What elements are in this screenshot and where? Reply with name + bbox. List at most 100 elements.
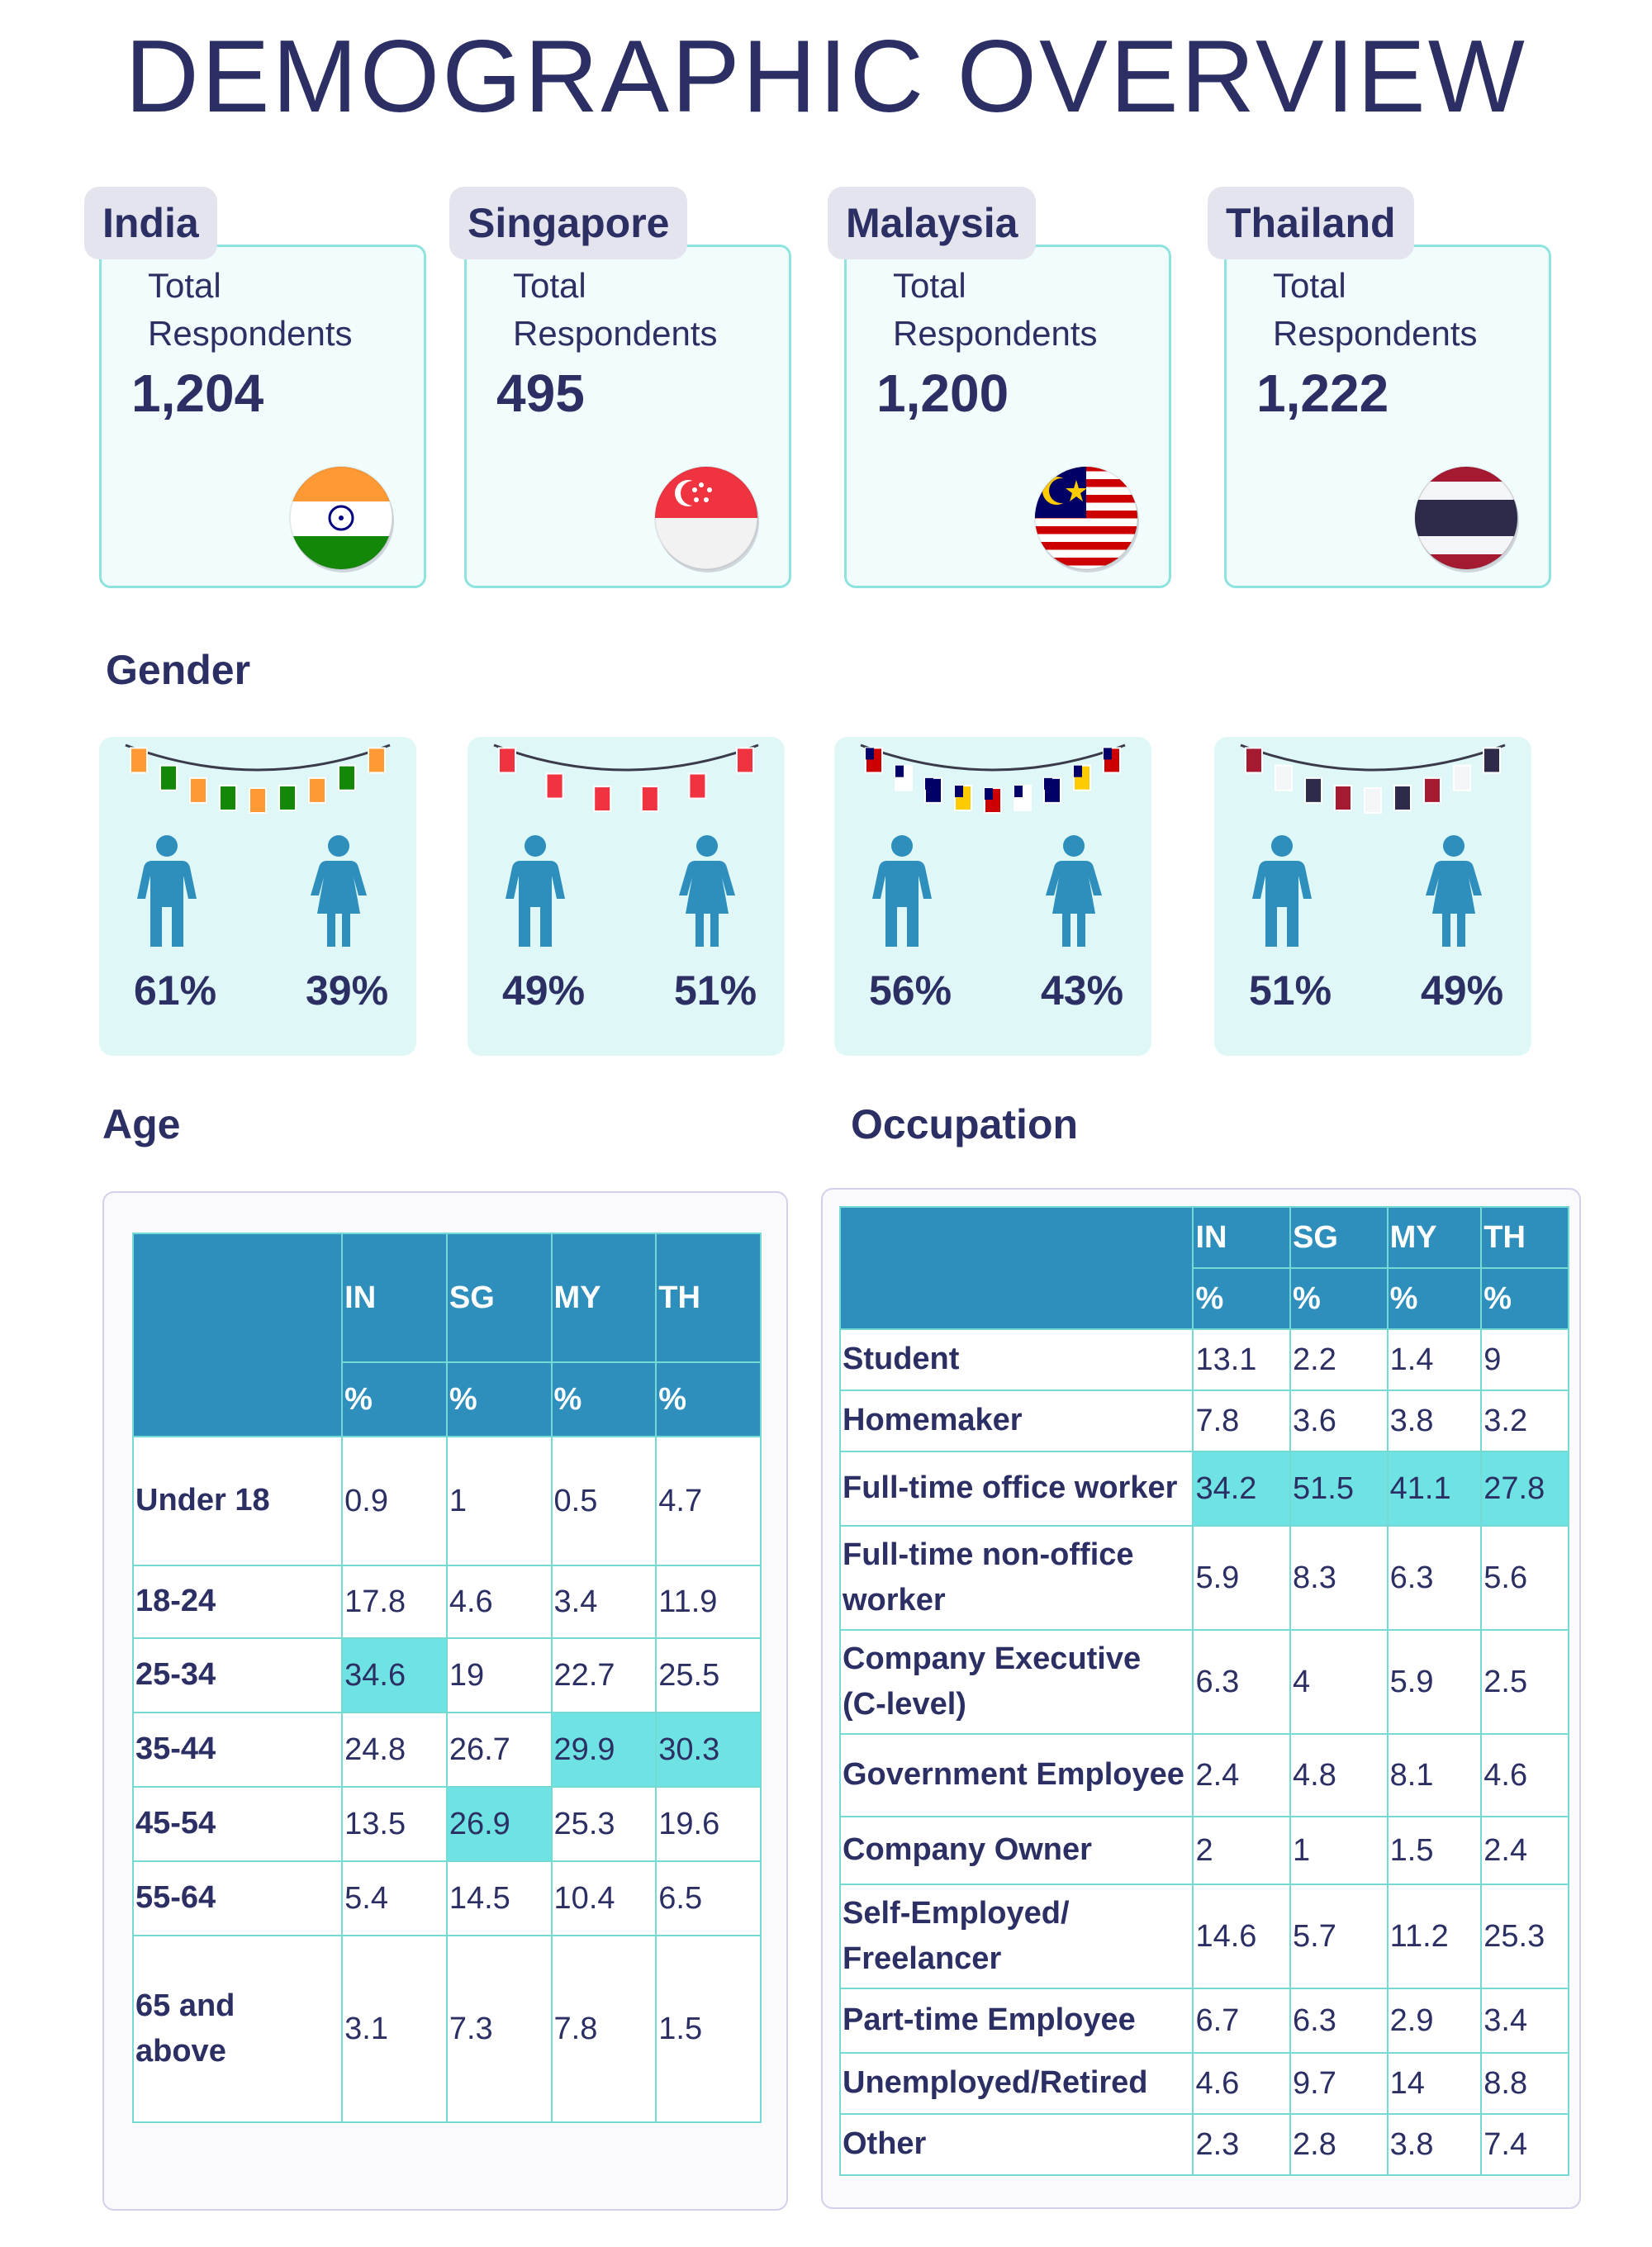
row-label: Student [838,1328,1194,1391]
table-cell: 5.6 [1480,1525,1569,1631]
singapore-flag-icon [652,463,761,572]
table-cell: 5.9 [1386,1629,1483,1735]
table-cell: 41.1 [1386,1451,1483,1527]
respondents-card-my: Total Respondents 1,200 [844,245,1171,588]
male-percentage: 56% [869,967,952,1014]
unit-header: % [1289,1267,1389,1330]
table-cell: 24.8 [341,1712,448,1788]
gender-heading: Gender [106,647,251,693]
row-label: Homemaker [838,1390,1194,1452]
table-cell: 8.3 [1289,1525,1389,1631]
female-percentage: 43% [1041,967,1124,1014]
row-label: 35-44 [131,1712,344,1788]
table-cell: 7.8 [1192,1390,1292,1452]
table-row: Government Employee 2.4 4.8 8.1 4.6 [838,1733,1569,1817]
table-row: 25-34 34.6 19 22.7 25.5 [131,1637,762,1713]
table-cell: 27.8 [1480,1451,1569,1527]
table-cell: 1.5 [1386,1816,1483,1885]
table-cell: 8.8 [1480,2052,1569,2115]
country-tag-th: Thailand [1208,187,1414,259]
table-cell: 51.5 [1289,1451,1389,1527]
table-cell: 1.5 [655,1935,762,2123]
female-person-icon [1041,834,1107,950]
table-cell: 4.6 [1192,2052,1292,2115]
table-row: Company Owner 2 1 1.5 2.4 [838,1816,1569,1885]
unit-header: % [1192,1267,1292,1330]
male-person-icon [869,834,935,950]
table-row: Other 2.3 2.8 3.8 7.4 [838,2113,1569,2176]
table-row: Self-Employed/ Freelancer 14.6 5.7 11.2 25.3 [838,1884,1569,1989]
row-label: 55-64 [131,1860,344,1936]
bunting-icon [487,737,765,828]
table-row: Company Executive (C-level) 6.3 4 5.9 2.5 [838,1629,1569,1735]
respondents-card-th: Total Respondents 1,222 [1224,245,1551,588]
gender-card-my: 56% 43% [834,737,1151,1056]
table-row: Full-time office worker 34.2 51.5 41.1 27.8 [838,1451,1569,1527]
occupation-panel: IN SG MY TH%%%% Student 13.1 2.2 1.4 9 Homemaker 7… [821,1188,1581,2209]
table-cell: 9 [1480,1328,1569,1391]
page-title: DEMOGRAPHIC OVERVIEW [125,20,1527,134]
male-person-icon [1249,834,1315,950]
total-respondents-label: Total Respondents [148,266,353,353]
table-cell: 8.1 [1386,1733,1483,1817]
female-percentage: 49% [1421,967,1504,1014]
table-row: Homemaker 7.8 3.6 3.8 3.2 [838,1390,1569,1452]
total-respondents-value: 495 [496,363,585,423]
gender-card-th: 51% 49% [1214,737,1531,1056]
table-cell: 11.9 [655,1565,762,1639]
female-person-icon [1421,834,1487,950]
table-cell: 2.2 [1289,1328,1389,1391]
table-cell: 5.9 [1192,1525,1292,1631]
table-row: Part-time Employee 6.7 6.3 2.9 3.4 [838,1988,1569,2054]
table-cell: 2.5 [1480,1629,1569,1735]
table-cell: 1 [1289,1816,1389,1885]
gender-card-sg: 49% 51% [468,737,785,1056]
unit-header: % [655,1361,762,1437]
header-corner-cell [838,1206,1194,1330]
table-cell: 4.6 [1480,1733,1569,1817]
table-cell: 17.8 [341,1565,448,1639]
table-cell: 25.5 [655,1637,762,1713]
bunting-icon [854,737,1132,828]
table-row: Full-time non-office worker 5.9 8.3 6.3 5.6 [838,1525,1569,1631]
india-flag-icon [287,463,396,572]
row-label: Self-Employed/ Freelancer [838,1884,1194,1989]
age-panel: IN SG MY TH%%%% Under 18 0.9 1 0.5 4.7 18-24 17.8 4… [102,1191,788,2211]
table-cell: 13.1 [1192,1328,1292,1391]
table-cell: 34.6 [341,1637,448,1713]
table-cell: 3.2 [1480,1390,1569,1452]
row-label: Unemployed/Retired [838,2052,1194,2115]
row-label: Company Executive (C-level) [838,1629,1194,1735]
table-cell: 34.2 [1192,1451,1292,1527]
bunting-icon [119,737,396,828]
table-cell: 7.3 [445,1935,553,2123]
table-cell: 6.7 [1192,1988,1292,2054]
total-respondents-label: Total Respondents [893,266,1098,353]
row-label: 45-54 [131,1786,344,1862]
row-label: Company Owner [838,1816,1194,1885]
table-cell: 5.4 [341,1860,448,1936]
table-cell: 6.3 [1289,1988,1389,2054]
table-cell: 2.9 [1386,1988,1483,2054]
total-respondents-label: Total Respondents [513,266,718,353]
table-header-row: IN SG MY TH [838,1206,1569,1330]
table-cell: 13.5 [341,1786,448,1862]
respondents-card-in: Total Respondents 1,204 [99,245,426,588]
thailand-flag-icon [1412,463,1521,572]
female-person-icon [674,834,740,950]
table-cell: 3.8 [1386,1390,1483,1452]
table-row: 18-24 17.8 4.6 3.4 11.9 [131,1565,762,1639]
column-header: IN [1192,1206,1292,1269]
table-cell: 2.8 [1289,2113,1389,2176]
table-cell: 14.6 [1192,1884,1292,1989]
table-cell: 3.6 [1289,1390,1389,1452]
table-header-row: IN SG MY TH [131,1233,762,1437]
unit-header: % [341,1361,448,1437]
total-respondents-value: 1,200 [876,363,1009,423]
row-label: 65 and above [131,1935,344,2123]
table-row: 35-44 24.8 26.7 29.9 30.3 [131,1712,762,1788]
table-cell: 1 [445,1436,553,1566]
age-heading: Age [102,1101,181,1147]
row-label: 18-24 [131,1565,344,1639]
table-cell: 10.4 [550,1860,657,1936]
